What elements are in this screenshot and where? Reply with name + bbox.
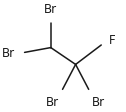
Text: F: F [109, 34, 115, 47]
Text: Br: Br [92, 96, 105, 109]
Text: Br: Br [46, 96, 59, 109]
Text: Br: Br [44, 3, 57, 16]
Text: Br: Br [2, 47, 15, 60]
